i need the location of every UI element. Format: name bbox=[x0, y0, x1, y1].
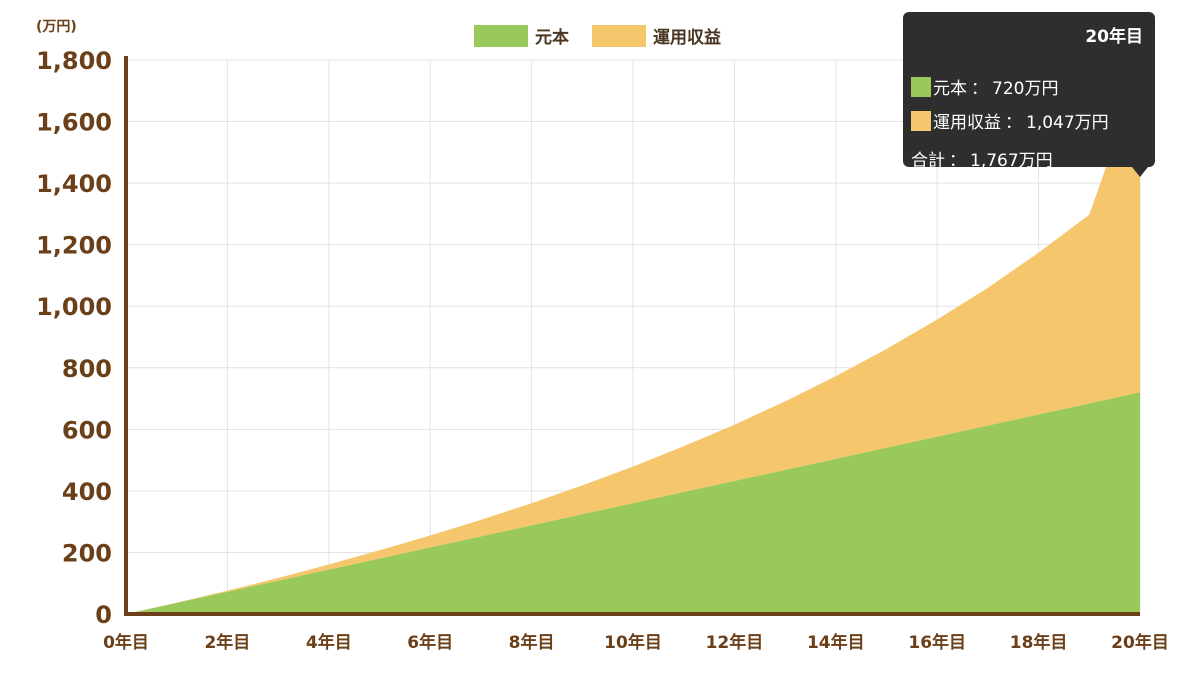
y-unit-label: (万円) bbox=[36, 19, 77, 35]
x-tick-label: 14年目 bbox=[807, 632, 865, 653]
y-tick-label: 800 bbox=[62, 355, 112, 383]
tooltip-pointer bbox=[1132, 167, 1148, 177]
y-tick-label: 400 bbox=[62, 478, 112, 506]
y-tick-label: 1,800 bbox=[36, 47, 112, 75]
x-tick-label: 4年目 bbox=[306, 632, 352, 653]
y-tick-label: 1,600 bbox=[36, 109, 112, 137]
tooltip: 20年目 元本 ： 720万円 運用収益 ： 1,047万円 合計 ： 1,76… bbox=[903, 12, 1155, 177]
y-tick-label: 1,200 bbox=[36, 232, 112, 260]
x-tick-label: 8年目 bbox=[509, 632, 555, 653]
tooltip-gain-value: 1,047万円 bbox=[1026, 113, 1109, 133]
tooltip-title: 20年目 bbox=[1085, 27, 1143, 47]
y-tick-label: 600 bbox=[62, 416, 112, 444]
series-area-gain bbox=[126, 70, 1140, 614]
legend-swatch-gain[interactable] bbox=[592, 25, 646, 47]
axes bbox=[124, 56, 1140, 616]
legend-label-principal[interactable]: 元本 bbox=[535, 27, 569, 48]
tooltip-row-principal: 元本 ： 720万円 bbox=[911, 74, 1058, 99]
tooltip-principal-label: 元本 bbox=[933, 79, 967, 99]
tooltip-separator: ： bbox=[1005, 113, 1022, 133]
legend-label-gain[interactable]: 運用収益 bbox=[653, 27, 721, 48]
x-tick-label: 18年目 bbox=[1010, 632, 1068, 653]
tooltip-swatch-gain bbox=[911, 110, 931, 131]
tooltip-total-value: 1,767万円 bbox=[970, 151, 1053, 171]
x-tick-label: 12年目 bbox=[706, 632, 764, 653]
tooltip-principal-value: 720万円 bbox=[992, 79, 1059, 99]
area-series bbox=[126, 70, 1140, 614]
tooltip-separator: ： bbox=[949, 151, 966, 171]
y-tick-label: 1,400 bbox=[36, 170, 112, 198]
tooltip-row-total: 合計 ： 1,767万円 bbox=[911, 146, 1053, 171]
x-tick-label: 6年目 bbox=[407, 632, 453, 653]
y-tick-label: 1,000 bbox=[36, 293, 112, 321]
x-tick-label: 10年目 bbox=[604, 632, 662, 653]
tooltip-swatch-principal bbox=[911, 76, 931, 97]
x-tick-label: 0年目 bbox=[103, 632, 149, 653]
tooltip-gain-label: 運用収益 bbox=[933, 113, 1001, 133]
y-tick-label: 200 bbox=[62, 539, 112, 567]
tooltip-separator: ： bbox=[971, 79, 988, 99]
y-tick-label: 0 bbox=[95, 601, 112, 629]
x-axis-ticks: 0年目 2年目 4年目 6年目 8年目 10年目 12年目 14年目 16年目 18年目 20年目 bbox=[103, 632, 1169, 653]
x-tick-label: 2年目 bbox=[204, 632, 250, 653]
x-tick-label: 16年目 bbox=[908, 632, 966, 653]
tooltip-row-gain: 運用収益 ： 1,047万円 bbox=[911, 108, 1109, 133]
y-axis-ticks: 0 200 400 600 800 1,000 1,200 1,400 1,600 1,800 bbox=[36, 47, 112, 629]
legend-swatch-principal[interactable] bbox=[474, 25, 528, 47]
series-area-principal bbox=[126, 392, 1140, 614]
x-tick-label: 20年目 bbox=[1111, 632, 1169, 653]
legend[interactable]: 元本 運用収益 bbox=[474, 25, 721, 48]
tooltip-total-label: 合計 bbox=[911, 151, 945, 171]
